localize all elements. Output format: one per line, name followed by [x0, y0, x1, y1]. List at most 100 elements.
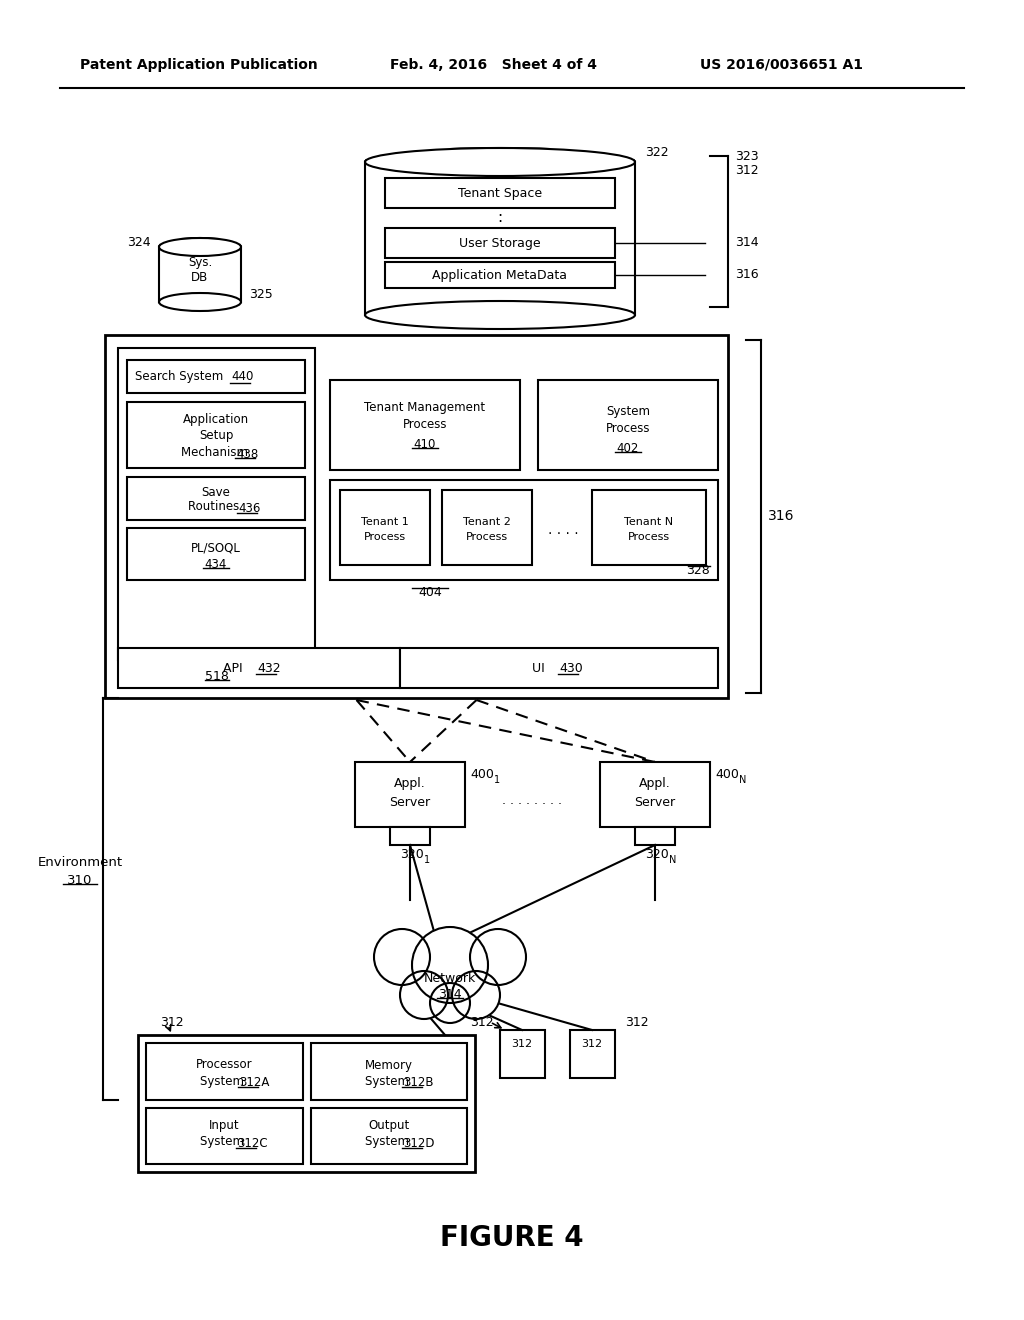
Text: 312: 312: [160, 1016, 183, 1030]
Bar: [310, 1107, 467, 1164]
Text: 400: 400: [470, 767, 494, 780]
Bar: [330, 380, 520, 470]
Bar: [160, 238, 240, 247]
Text: FIGURE 4: FIGURE 4: [440, 1224, 584, 1251]
Bar: [118, 648, 400, 688]
Bar: [127, 360, 305, 393]
Text: Search System: Search System: [135, 370, 227, 383]
Bar: [500, 1030, 545, 1078]
Text: 310: 310: [68, 874, 93, 887]
Text: Process: Process: [606, 421, 650, 434]
Text: N: N: [669, 855, 677, 865]
Text: 1: 1: [424, 855, 430, 865]
Text: API: API: [223, 661, 247, 675]
Text: Memory: Memory: [365, 1059, 413, 1072]
Text: 328: 328: [686, 564, 710, 577]
Text: Feb. 4, 2016   Sheet 4 of 4: Feb. 4, 2016 Sheet 4 of 4: [390, 58, 597, 73]
Text: Tenant Management: Tenant Management: [365, 401, 485, 414]
Text: Network: Network: [424, 972, 476, 985]
Text: Output: Output: [368, 1119, 410, 1133]
Text: 314: 314: [438, 987, 462, 1001]
Text: Mechanism: Mechanism: [180, 446, 251, 458]
Text: 312: 312: [582, 1039, 602, 1049]
Text: Processor: Processor: [196, 1059, 253, 1072]
Circle shape: [400, 972, 449, 1019]
Bar: [600, 762, 710, 828]
Bar: [127, 477, 305, 520]
Text: 400: 400: [715, 767, 739, 780]
Text: 312D: 312D: [402, 1137, 434, 1150]
Text: 430: 430: [559, 661, 583, 675]
Bar: [355, 762, 465, 828]
Bar: [538, 380, 718, 470]
Text: US 2016/0036651 A1: US 2016/0036651 A1: [700, 58, 863, 73]
Text: Patent Application Publication: Patent Application Publication: [80, 58, 317, 73]
Circle shape: [412, 927, 488, 1003]
Text: Setup: Setup: [199, 429, 233, 442]
Text: Process: Process: [364, 532, 407, 543]
Text: Tenant N: Tenant N: [625, 517, 674, 527]
Text: 438: 438: [236, 447, 258, 461]
Ellipse shape: [159, 238, 241, 256]
Circle shape: [430, 983, 470, 1023]
Bar: [365, 162, 635, 315]
Text: 434: 434: [205, 557, 227, 570]
Text: PL/SOQL: PL/SOQL: [191, 541, 241, 554]
Bar: [385, 178, 615, 209]
Bar: [592, 490, 706, 565]
Text: :: :: [498, 210, 503, 226]
Bar: [138, 1035, 475, 1172]
Text: 314: 314: [735, 236, 759, 249]
Text: Tenant Space: Tenant Space: [458, 186, 542, 199]
Text: 325: 325: [249, 288, 272, 301]
Text: Appl.: Appl.: [394, 777, 426, 791]
Bar: [635, 828, 675, 845]
Text: 312B: 312B: [402, 1077, 433, 1089]
Circle shape: [374, 929, 430, 985]
Bar: [385, 261, 615, 288]
Text: 410: 410: [414, 437, 436, 450]
Text: 312C: 312C: [238, 1137, 268, 1150]
Bar: [105, 335, 728, 698]
Text: 1: 1: [494, 775, 500, 785]
Text: 440: 440: [231, 370, 253, 383]
Text: UI: UI: [532, 661, 549, 675]
Text: Process: Process: [402, 417, 447, 430]
Text: Process: Process: [466, 532, 508, 543]
Text: . . . . . . . .: . . . . . . . .: [503, 793, 562, 807]
Text: Application: Application: [183, 413, 249, 426]
Text: System: System: [201, 1074, 248, 1088]
Text: 402: 402: [616, 441, 639, 454]
Text: User Storage: User Storage: [459, 236, 541, 249]
Text: Environment: Environment: [38, 855, 123, 869]
Text: 316: 316: [768, 510, 795, 524]
Text: Server: Server: [389, 796, 430, 808]
Text: System: System: [201, 1135, 248, 1148]
Text: 312: 312: [625, 1015, 648, 1028]
Ellipse shape: [365, 301, 635, 329]
Text: Application MetaData: Application MetaData: [432, 268, 567, 281]
Text: System: System: [365, 1074, 413, 1088]
Text: 312: 312: [470, 1015, 494, 1028]
Text: Save: Save: [202, 486, 230, 499]
Text: 324: 324: [127, 236, 151, 249]
Text: N: N: [739, 775, 746, 785]
Text: Appl.: Appl.: [639, 777, 671, 791]
Ellipse shape: [159, 293, 241, 312]
Text: System: System: [606, 405, 650, 418]
Text: 312: 312: [735, 164, 759, 177]
Text: System: System: [365, 1135, 413, 1148]
Bar: [146, 1107, 302, 1164]
Bar: [340, 490, 430, 565]
Text: 436: 436: [238, 503, 260, 516]
Bar: [570, 1030, 615, 1078]
Text: 323: 323: [735, 149, 759, 162]
Text: 320: 320: [645, 849, 669, 862]
Text: 322: 322: [645, 147, 669, 160]
Bar: [118, 348, 315, 660]
Text: 312A: 312A: [240, 1077, 269, 1089]
Bar: [159, 247, 241, 302]
Text: 316: 316: [735, 268, 759, 281]
Bar: [442, 490, 532, 565]
Text: 312: 312: [511, 1039, 532, 1049]
